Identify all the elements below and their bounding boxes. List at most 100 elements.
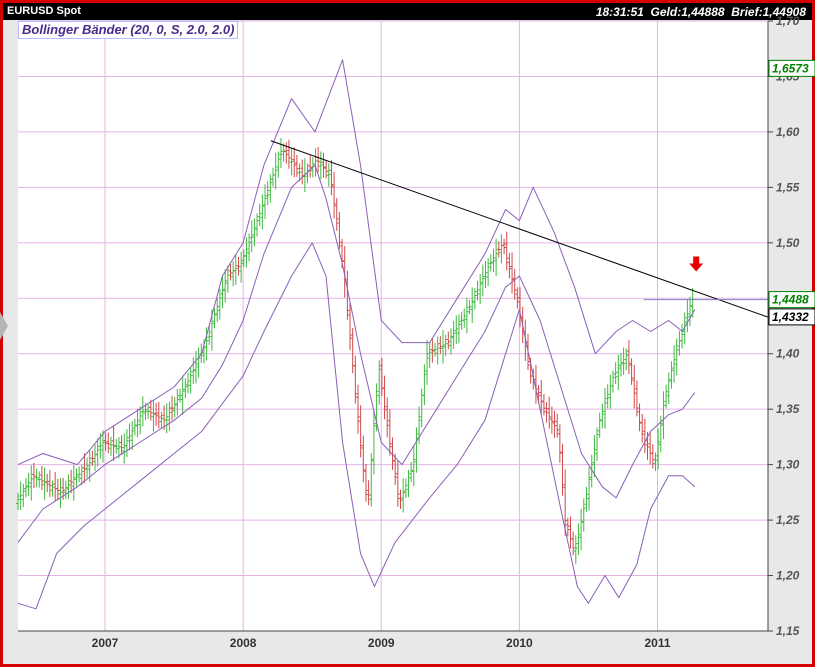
- ohlc-bar-down: [560, 443, 565, 496]
- ohlc-bar-up: [191, 357, 196, 385]
- ohlc-bar-up: [223, 269, 228, 303]
- ohlc-bar-up: [603, 388, 608, 429]
- ohlc-bar-up: [247, 233, 252, 262]
- ohlc-bar-up: [443, 334, 448, 356]
- ohlc-bar-up: [241, 249, 246, 268]
- ohlc-bar-up: [674, 338, 679, 376]
- ohlc-bar-down: [228, 263, 233, 281]
- ohlc-bar-down: [549, 406, 554, 434]
- x-tick-label: 2010: [506, 636, 533, 650]
- price-label-box: [768, 291, 815, 309]
- ohlc-bar-up: [688, 296, 693, 326]
- ohlc-bar-up: [480, 264, 485, 297]
- ohlc-bar-down: [321, 152, 326, 178]
- ohlc-bar-up: [440, 330, 445, 364]
- price-bars: [16, 138, 695, 564]
- ohlc-bar-down: [430, 337, 435, 363]
- ohlc-bar-down: [557, 424, 562, 463]
- ohlc-bar-down: [332, 171, 337, 219]
- ohlc-bar-up: [249, 220, 254, 253]
- ohlc-bar-up: [597, 412, 602, 439]
- ohlc-bar-up: [425, 339, 430, 386]
- ohlc-bar-up: [456, 314, 461, 344]
- x-tick-label: 2011: [644, 636, 670, 650]
- ohlc-bar-up: [159, 411, 164, 429]
- ohlc-bar-up: [661, 391, 666, 440]
- ohlc-bar-up: [488, 254, 493, 272]
- ohlc-bar-up: [409, 462, 414, 483]
- scroll-left-handle[interactable]: [0, 312, 8, 340]
- ohlc-bar-up: [470, 287, 475, 324]
- ohlc-bar-down: [552, 410, 557, 438]
- title-bar: EURUSD Spot 18:31:51 Geld:1,44888 Brief:…: [3, 3, 812, 20]
- ohlc-bar-up: [260, 194, 265, 230]
- ohlc-bar-down: [632, 364, 637, 409]
- ohlc-bar-up: [74, 468, 79, 487]
- ohlc-bar-down: [348, 302, 353, 351]
- ohlc-bar-up: [217, 288, 222, 320]
- ohlc-bar-up: [605, 384, 610, 409]
- time-label: 18:31:51: [595, 5, 644, 19]
- ohlc-bar-up: [225, 265, 230, 293]
- ohlc-bar-up: [403, 478, 408, 498]
- ohlc-bar-up: [435, 336, 440, 365]
- ohlc-bar-up: [579, 508, 584, 551]
- ohlc-bar-up: [212, 307, 217, 329]
- x-tick-label: 2007: [92, 636, 119, 650]
- ohlc-bar-up: [132, 418, 137, 436]
- ohlc-bar-up: [653, 452, 658, 472]
- indicator-legend[interactable]: Bollinger Bänder (20, 0, S, 2.0, 2.0): [18, 21, 239, 39]
- ohlc-bar-down: [650, 444, 655, 469]
- ohlc-bar-down: [47, 470, 52, 497]
- ohlc-bar-up: [406, 469, 411, 498]
- ohlc-bar-down: [393, 453, 398, 485]
- bid-value: 1,44888: [681, 5, 725, 19]
- ohlc-bar-down: [111, 425, 116, 461]
- ohlc-bar-up: [685, 299, 690, 333]
- ohlc-bar-up: [252, 218, 257, 247]
- ohlc-bar-down: [308, 155, 313, 178]
- ohlc-bar-down: [69, 469, 74, 494]
- ohlc-bar-up: [451, 320, 456, 349]
- ohlc-bar-up: [666, 372, 671, 405]
- ohlc-bar-up: [281, 143, 286, 162]
- ohlc-bar-up: [278, 138, 283, 169]
- ohlc-bar-down: [507, 253, 512, 279]
- ohlc-bar-down: [539, 379, 544, 415]
- ohlc-bar-up: [95, 438, 100, 467]
- bid-label: Geld:: [650, 5, 682, 19]
- quote-readout: 18:31:51 Geld:1,44888 Brief:1,44908: [596, 5, 806, 19]
- ohlc-bar-up: [448, 328, 453, 355]
- x-tick-label: 2008: [230, 636, 257, 650]
- ohlc-bar-up: [204, 327, 209, 361]
- ohlc-bar-down: [512, 268, 517, 300]
- ohlc-bar-up: [494, 238, 499, 276]
- ohlc-bar-up: [50, 480, 55, 497]
- ohlc-bar-up: [576, 523, 581, 555]
- ohlc-bar-up: [589, 454, 594, 488]
- ohlc-bar-down: [555, 413, 560, 438]
- annotations: [270, 140, 769, 318]
- ohlc-bar-up: [37, 471, 42, 488]
- ohlc-bar-up: [263, 184, 268, 220]
- ohlc-bar-down: [541, 393, 546, 416]
- ohlc-bar-down: [358, 405, 363, 458]
- ohlc-bar-up: [255, 213, 260, 237]
- y-tick-label: 1,55: [776, 180, 800, 194]
- ohlc-bar-up: [478, 274, 483, 304]
- y-tick-label: 1,60: [776, 125, 800, 139]
- ohlc-bar-down: [390, 437, 395, 470]
- x-tick-label: 2009: [368, 636, 395, 650]
- ohlc-bar-down: [156, 401, 161, 429]
- ohlc-bar-down: [502, 238, 507, 255]
- ohlc-bar-down: [292, 147, 297, 178]
- price-label: 1,4488: [768, 291, 815, 309]
- ohlc-bar-down: [637, 403, 642, 432]
- ohlc-bar-up: [220, 275, 225, 309]
- ohlc-bar-up: [610, 370, 615, 393]
- axes: 1,151,201,251,301,351,401,451,501,551,60…: [18, 14, 800, 650]
- y-tick-label: 1,20: [776, 569, 800, 583]
- y-tick-label: 1,30: [776, 458, 800, 472]
- ohlc-bar-up: [268, 174, 273, 203]
